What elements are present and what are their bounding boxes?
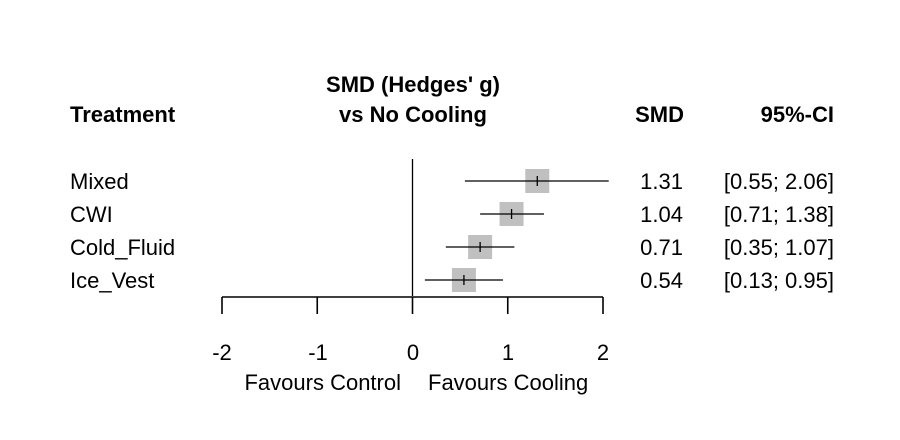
ci-value-3: [0.13; 0.95]	[724, 268, 834, 293]
tick-label-2: 0	[407, 340, 419, 365]
study-label-3: Ice_Vest	[70, 268, 154, 293]
smd-value-3: 0.54	[640, 268, 683, 293]
smd-value-1: 1.04	[640, 202, 683, 227]
smd-value-2: 0.71	[640, 235, 683, 260]
smd-value-0: 1.31	[640, 169, 683, 194]
title-line-1: SMD (Hedges' g)	[326, 72, 500, 97]
ci-value-1: [0.71; 1.38]	[724, 202, 834, 227]
ci-column-header: 95%-CI	[761, 102, 834, 127]
tick-label-4: 2	[597, 340, 609, 365]
ci-value-2: [0.35; 1.07]	[724, 235, 834, 260]
treatment-column-header: Treatment	[70, 102, 176, 127]
favours-control-label: Favours Control	[244, 370, 401, 395]
tick-label-1: -1	[308, 340, 328, 365]
study-label-2: Cold_Fluid	[70, 235, 175, 260]
tick-label-3: 1	[502, 340, 514, 365]
title-line-2: vs No Cooling	[339, 102, 487, 127]
favours-cooling-label: Favours Cooling	[428, 370, 588, 395]
ci-value-0: [0.55; 2.06]	[724, 169, 834, 194]
study-label-1: CWI	[70, 202, 113, 227]
smd-column-header: SMD	[635, 102, 684, 127]
tick-label-0: -2	[212, 340, 232, 365]
study-label-0: Mixed	[70, 169, 129, 194]
